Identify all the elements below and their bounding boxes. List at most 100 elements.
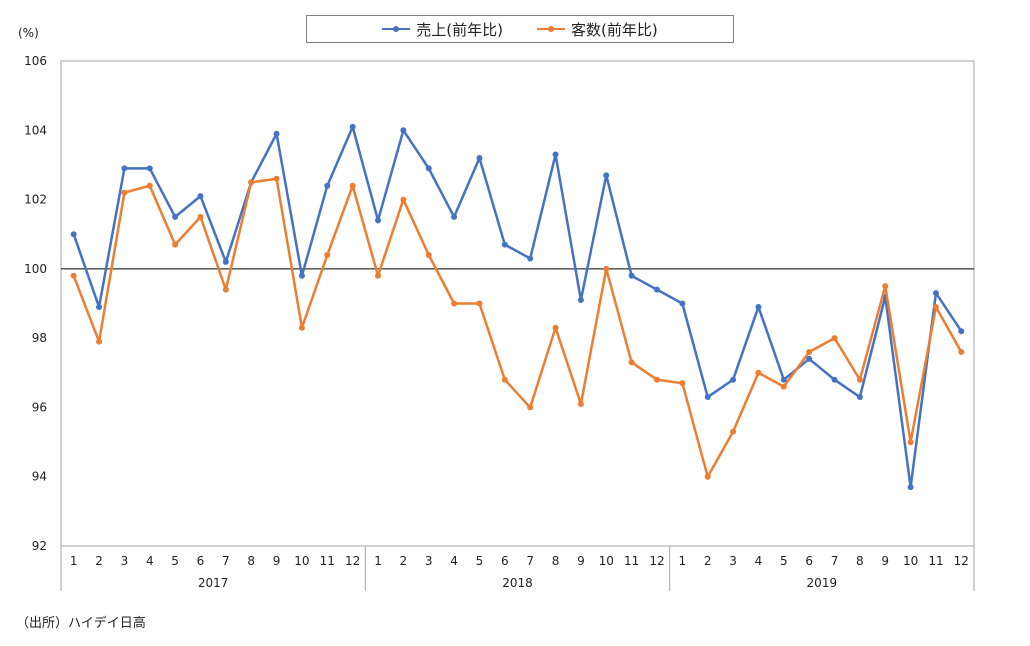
data-point-1 — [222, 286, 229, 293]
data-point-0 — [932, 290, 939, 297]
data-point-0 — [273, 130, 280, 137]
data-point-1 — [907, 439, 914, 446]
data-point-1 — [527, 404, 534, 411]
data-point-1 — [324, 252, 331, 258]
data-point-1 — [958, 349, 965, 355]
y-tick-label: 106 — [24, 54, 47, 68]
x-tick-label-month: 3 — [729, 554, 737, 568]
data-point-1 — [679, 380, 686, 387]
data-point-0 — [577, 297, 584, 304]
x-tick-label-month: 1 — [70, 554, 78, 568]
data-point-0 — [222, 258, 229, 265]
x-tick-label-month: 9 — [273, 554, 281, 568]
y-tick-label: 96 — [32, 400, 47, 414]
data-point-1 — [780, 383, 787, 390]
data-point-0 — [653, 286, 660, 293]
data-point-0 — [856, 394, 863, 401]
data-point-0 — [70, 231, 77, 238]
legend-item-sales: 売上(前年比) — [382, 19, 503, 40]
legend-label-customers: 客数(前年比) — [571, 20, 658, 39]
x-tick-label-month: 12 — [649, 554, 664, 568]
x-tick-label-month: 12 — [954, 554, 969, 568]
x-tick-label-month: 6 — [501, 554, 509, 568]
data-point-1 — [70, 272, 77, 279]
x-tick-label-month: 2 — [95, 554, 103, 568]
x-tick-label-month: 9 — [881, 554, 889, 568]
data-point-1 — [172, 241, 179, 248]
data-point-0 — [400, 127, 407, 134]
y-tick-label: 100 — [24, 262, 47, 276]
data-point-0 — [907, 484, 914, 491]
x-tick-label-month: 4 — [146, 554, 154, 568]
data-point-0 — [755, 303, 762, 310]
x-tick-label-month: 7 — [526, 554, 534, 568]
x-tick-label-month: 10 — [599, 554, 614, 568]
data-point-1 — [476, 300, 483, 307]
x-tick-label-year: 2017 — [198, 576, 229, 590]
data-point-0 — [197, 193, 204, 200]
data-point-0 — [679, 300, 686, 307]
series-line-0 — [72, 125, 963, 489]
data-point-0 — [298, 272, 305, 279]
x-tick-label-month: 2 — [704, 554, 712, 568]
data-point-1 — [730, 428, 737, 435]
data-point-1 — [400, 196, 407, 203]
data-point-0 — [628, 272, 635, 279]
data-point-0 — [425, 165, 432, 172]
x-tick-label-month: 3 — [425, 554, 433, 568]
x-tick-label-month: 5 — [780, 554, 788, 568]
data-point-1 — [96, 338, 103, 345]
data-point-0 — [958, 328, 965, 335]
data-point-1 — [577, 400, 584, 407]
data-point-1 — [146, 182, 153, 189]
data-point-0 — [527, 255, 534, 262]
y-tick-label: 104 — [24, 123, 47, 137]
data-point-0 — [780, 376, 787, 383]
data-point-1 — [501, 376, 508, 383]
data-point-1 — [248, 179, 255, 186]
data-point-1 — [704, 473, 711, 480]
x-tick-label-month: 11 — [928, 554, 943, 568]
data-point-1 — [552, 324, 559, 331]
x-tick-label-month: 6 — [197, 554, 205, 568]
x-tick-label-month: 5 — [476, 554, 484, 568]
data-point-1 — [831, 335, 838, 342]
x-tick-label-month: 12 — [345, 554, 360, 568]
data-point-1 — [603, 265, 610, 272]
x-tick-label-month: 7 — [831, 554, 839, 568]
plot-area — [60, 60, 975, 547]
data-point-0 — [704, 394, 711, 401]
data-point-0 — [552, 151, 559, 158]
data-point-1 — [425, 252, 432, 258]
x-tick-label-month: 4 — [450, 554, 458, 568]
data-point-0 — [96, 303, 103, 310]
x-tick-label-month: 8 — [247, 554, 255, 568]
x-tick-label-month: 5 — [171, 554, 179, 568]
x-tick-label-month: 3 — [121, 554, 129, 568]
legend: 売上(前年比) 客数(前年比) — [306, 15, 734, 43]
y-tick-label: 102 — [24, 193, 47, 207]
data-point-0 — [349, 123, 356, 130]
x-tick-label-month: 10 — [903, 554, 918, 568]
y-tick-label: 92 — [32, 539, 47, 553]
data-point-1 — [882, 283, 889, 290]
data-point-0 — [603, 172, 610, 179]
x-tick-label-month: 8 — [552, 554, 560, 568]
data-point-1 — [121, 189, 128, 196]
x-tick-label-month: 4 — [755, 554, 763, 568]
data-point-1 — [653, 376, 660, 383]
x-tick-label-month: 9 — [577, 554, 585, 568]
source-note: （出所）ハイデイ日高 — [16, 616, 146, 631]
data-point-1 — [755, 369, 762, 376]
data-point-1 — [197, 213, 204, 220]
data-point-0 — [172, 213, 179, 220]
legend-label-sales: 売上(前年比) — [416, 20, 503, 39]
data-point-1 — [806, 349, 813, 355]
data-point-0 — [730, 376, 737, 383]
data-point-0 — [831, 376, 838, 383]
legend-swatch-customers — [537, 24, 565, 34]
x-tick-label-month: 1 — [679, 554, 687, 568]
data-point-0 — [451, 213, 458, 220]
series-line-1 — [72, 177, 963, 478]
data-point-0 — [121, 165, 128, 172]
